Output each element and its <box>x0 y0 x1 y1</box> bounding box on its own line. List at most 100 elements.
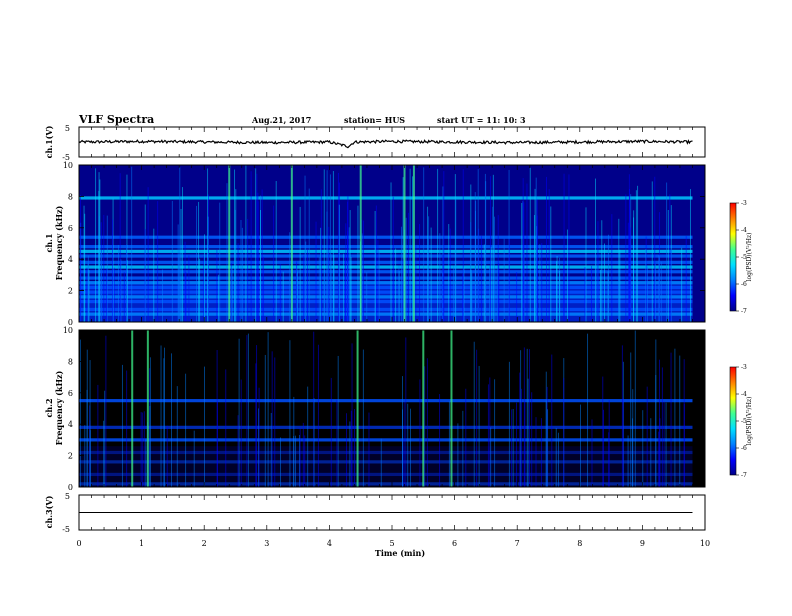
sferic-streak <box>274 357 276 487</box>
sferic-streak <box>621 345 623 487</box>
sferic-streak <box>261 189 263 322</box>
sferic-streak <box>454 174 456 322</box>
sferic-streak <box>415 244 417 322</box>
sferic-streak <box>216 401 218 487</box>
sferic-streak <box>473 341 475 487</box>
sferic-streak <box>237 415 239 487</box>
sferic-streak <box>398 265 400 322</box>
sferic-streak <box>516 402 517 487</box>
sferic-streak <box>439 233 441 322</box>
sferic-streak <box>666 182 668 322</box>
sferic-streak <box>508 239 510 322</box>
sferic-streak <box>351 343 353 487</box>
sferic-streak <box>489 377 491 487</box>
sferic-streak <box>216 249 218 322</box>
bright-event <box>403 165 406 322</box>
sferic-streak <box>536 226 538 322</box>
sferic-streak <box>89 430 91 487</box>
bright-event <box>146 330 149 487</box>
sferic-streak <box>299 206 301 322</box>
sferic-streak <box>263 256 265 322</box>
sferic-streak <box>282 271 284 322</box>
sferic-streak <box>258 408 259 487</box>
sferic-streak <box>104 390 106 487</box>
sferic-streak <box>258 387 260 487</box>
sferic-streak <box>329 174 331 322</box>
sferic-streak <box>547 409 549 487</box>
sferic-streak <box>401 226 402 322</box>
ch3-waveform-panel: 5 -5 ch.3(V) <box>44 492 706 534</box>
sferic-streak <box>503 238 505 322</box>
sferic-streak <box>118 244 119 322</box>
sferic-streak <box>526 348 528 487</box>
sferic-streak <box>103 214 105 322</box>
sferic-streak <box>330 377 332 487</box>
freq-tick-label: 6 <box>68 389 73 398</box>
ch1-colorbar: -3 -4 -5 -6 -7 log(PSD)(V²/Hz) <box>729 200 753 315</box>
sferic-streak <box>231 267 233 322</box>
spectral-band <box>79 249 693 253</box>
sferic-streak <box>245 165 247 322</box>
ch1-waveform-ylabel: ch.1(V) <box>44 125 54 158</box>
bright-event <box>228 165 231 322</box>
sferic-streak <box>185 373 187 487</box>
colorbar-tick-label: -4 <box>741 391 747 398</box>
sferic-streak <box>658 431 660 487</box>
time-tick-label: 7 <box>515 539 520 548</box>
sferic-streak <box>556 256 558 322</box>
sferic-streak <box>448 224 450 322</box>
sferic-streak <box>427 238 429 322</box>
ch1-waveform-panel: 5 -5 ch.1(V) <box>44 124 706 162</box>
sferic-streak <box>328 226 330 322</box>
sferic-streak <box>555 427 557 487</box>
ch1-ytick-top: 5 <box>65 124 70 133</box>
sferic-streak <box>161 269 163 322</box>
sferic-streak <box>307 386 309 487</box>
sferic-streak <box>545 401 547 487</box>
colorbar-tick-label: -6 <box>741 445 747 452</box>
sferic-streak <box>143 411 145 487</box>
sferic-streak <box>521 388 523 487</box>
sferic-streak <box>346 413 347 487</box>
ch1-spectrogram-ylabel: Frequency (kHz) <box>54 205 64 280</box>
sferic-streak <box>520 350 522 487</box>
sferic-streak <box>296 261 298 322</box>
sferic-streak <box>131 166 133 322</box>
freq-tick-label: 0 <box>68 483 73 492</box>
ch1-spectrogram-ch-label: ch.1 <box>44 233 54 252</box>
ch1-colorbar-gradient <box>729 202 737 312</box>
sferic-streak <box>625 194 627 322</box>
sferic-streak <box>522 178 524 322</box>
spectral-band <box>79 260 693 264</box>
sferic-streak <box>428 216 430 322</box>
sferic-streak <box>126 370 128 487</box>
sferic-streak <box>144 229 146 322</box>
freq-tick-label: 2 <box>68 287 73 296</box>
sferic-streak <box>86 267 88 322</box>
sferic-streak <box>442 186 444 322</box>
sferic-streak <box>527 378 529 487</box>
time-tick-label: 8 <box>577 539 582 548</box>
sferic-streak <box>568 174 570 322</box>
sferic-streak <box>362 349 364 487</box>
sferic-streak <box>490 247 492 322</box>
freq-tick-label: 6 <box>68 224 73 233</box>
sferic-streak <box>332 171 334 322</box>
sferic-streak <box>305 241 307 322</box>
spectral-band <box>79 196 693 200</box>
sferic-streak <box>99 179 101 322</box>
sferic-streak <box>498 263 500 322</box>
colorbar-tick-label: -5 <box>741 254 747 261</box>
sferic-streak <box>477 169 479 322</box>
sferic-streak <box>160 345 162 487</box>
sferic-streak <box>439 394 441 487</box>
sferic-streak <box>659 418 661 487</box>
ch1-ytick-bottom: -5 <box>62 153 70 162</box>
ch2-spectrogram-ylabel: Frequency (kHz) <box>54 370 64 445</box>
sferic-streak <box>402 259 404 322</box>
sferic-streak <box>655 339 657 487</box>
sferic-streak <box>89 360 91 487</box>
sferic-streak <box>550 206 552 322</box>
sferic-streak <box>395 248 397 322</box>
